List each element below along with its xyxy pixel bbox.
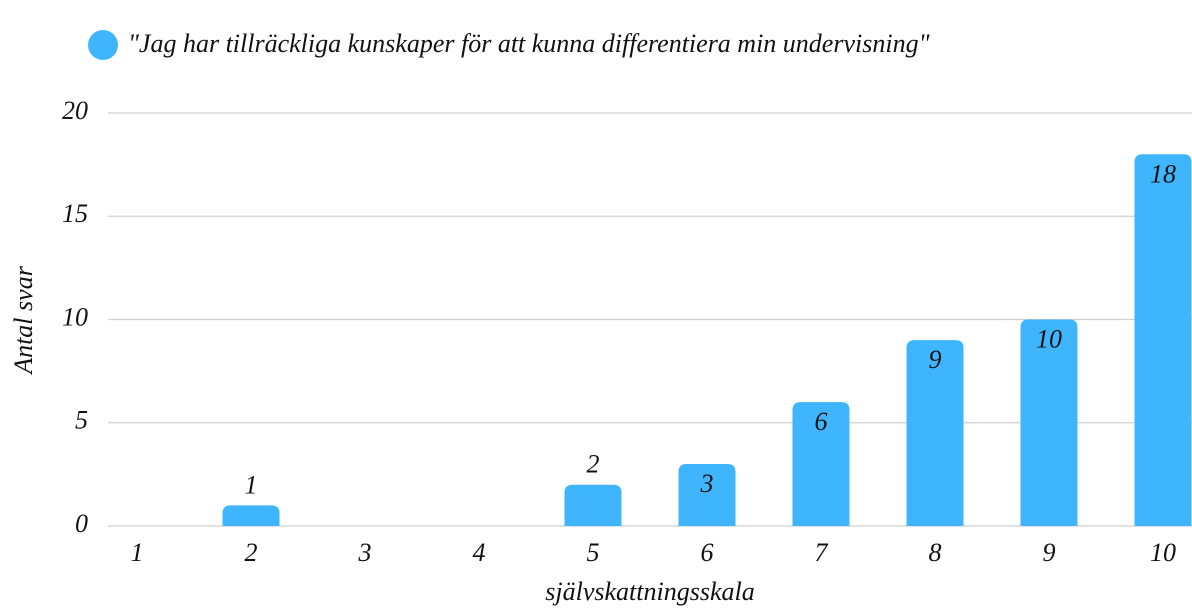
data-label: 18 [1150, 159, 1176, 188]
y-axis-title: Antal svar [9, 265, 38, 375]
bar [564, 484, 622, 526]
x-tick-label: 3 [358, 538, 372, 567]
data-label: 9 [929, 345, 942, 374]
bar [792, 402, 850, 526]
x-tick-label: 9 [1043, 538, 1056, 567]
y-tick-label: 10 [62, 302, 88, 331]
bar [678, 464, 736, 526]
x-tick-label: 10 [1150, 538, 1176, 567]
y-tick-label: 15 [62, 199, 88, 228]
data-label: 1 [245, 470, 258, 499]
y-tick-label: 20 [62, 96, 88, 125]
y-tick-label: 5 [75, 406, 88, 435]
data-label: 6 [815, 407, 828, 436]
x-axis-title: självskattningsskala [545, 577, 754, 606]
x-tick-label: 2 [245, 538, 258, 567]
y-tick-label: 0 [75, 509, 88, 538]
bar [906, 340, 964, 526]
x-tick-label: 1 [131, 538, 144, 567]
x-tick-label: 6 [701, 538, 714, 567]
data-label: 10 [1036, 324, 1062, 353]
bar [1134, 154, 1192, 527]
x-tick-label: 8 [929, 538, 942, 567]
bar [222, 505, 280, 526]
legend-swatch [88, 30, 118, 60]
bar [1020, 319, 1078, 526]
data-label: 3 [700, 469, 714, 498]
x-tick-label: 7 [815, 538, 829, 567]
legend-label: "Jag har tillräckliga kunskaper för att … [128, 29, 930, 58]
x-tick-label: 4 [473, 538, 486, 567]
data-label: 2 [587, 450, 600, 479]
x-tick-label: 5 [587, 538, 600, 567]
